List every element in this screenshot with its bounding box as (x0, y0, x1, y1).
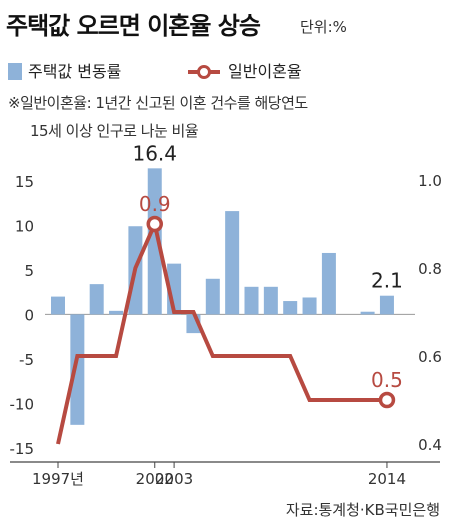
right-tick-label: 1.0 (418, 172, 442, 190)
x-tick-label: 1997년 (32, 470, 84, 488)
note-line-2: 15세 이상 인구로 나눈 비율 (30, 122, 199, 140)
divorce-rate-line (56, 217, 387, 445)
bar (379, 295, 394, 315)
bar (360, 311, 375, 315)
bar (147, 168, 162, 315)
left-tick-label: -10 (10, 395, 35, 413)
source-text: 자료:통계청·KB국민은행 (285, 501, 440, 519)
legend-item-line: 일반이혼율 (186, 58, 302, 82)
bar (70, 314, 85, 425)
note-line-1: ※일반이혼율: 1년간 신고된 이혼 건수를 해당연도 (8, 94, 308, 112)
left-tick-label: -15 (10, 440, 35, 458)
x-tick-label: 2014 (368, 470, 406, 488)
line-marker (378, 391, 396, 409)
right-tick-label: 0.8 (418, 260, 442, 278)
bar (263, 286, 278, 315)
left-tick-label: 5 (24, 262, 34, 280)
bar (225, 211, 240, 315)
right-tick-label: 0.6 (418, 348, 442, 366)
bar-data-label: 16.4 (132, 141, 177, 165)
bar (89, 284, 104, 315)
line-data-label: 0.9 (139, 192, 171, 216)
x-tick-label: 2002 (136, 470, 174, 488)
line-data-label: 0.5 (371, 368, 403, 392)
left-tick-label: -5 (19, 351, 34, 369)
left-tick-label: 15 (15, 173, 34, 191)
x-tick-label: 2003 (155, 470, 193, 488)
bar (283, 301, 298, 315)
bar (321, 252, 336, 315)
right-tick-label: 0.4 (418, 436, 442, 454)
legend-item-bar: 주택값 변동률 (8, 58, 121, 82)
bar (244, 286, 259, 315)
chart-title: 주택값 오르면 이혼율 상승 (6, 12, 261, 40)
bar (302, 297, 317, 315)
bar (51, 296, 65, 315)
legend-bar-label: 주택값 변동률 (28, 62, 122, 81)
bar (109, 310, 124, 315)
unit-label: 단위:% (300, 18, 347, 36)
bar (205, 278, 220, 315)
legend-line-swatch (188, 65, 220, 79)
bar-data-label: 2.1 (371, 269, 403, 293)
legend-bar-swatch (8, 63, 22, 80)
legend-line-label: 일반이혼율 (228, 62, 302, 81)
line-marker (146, 215, 163, 233)
left-tick-label: 10 (15, 217, 34, 235)
left-tick-label: 0 (24, 306, 34, 324)
